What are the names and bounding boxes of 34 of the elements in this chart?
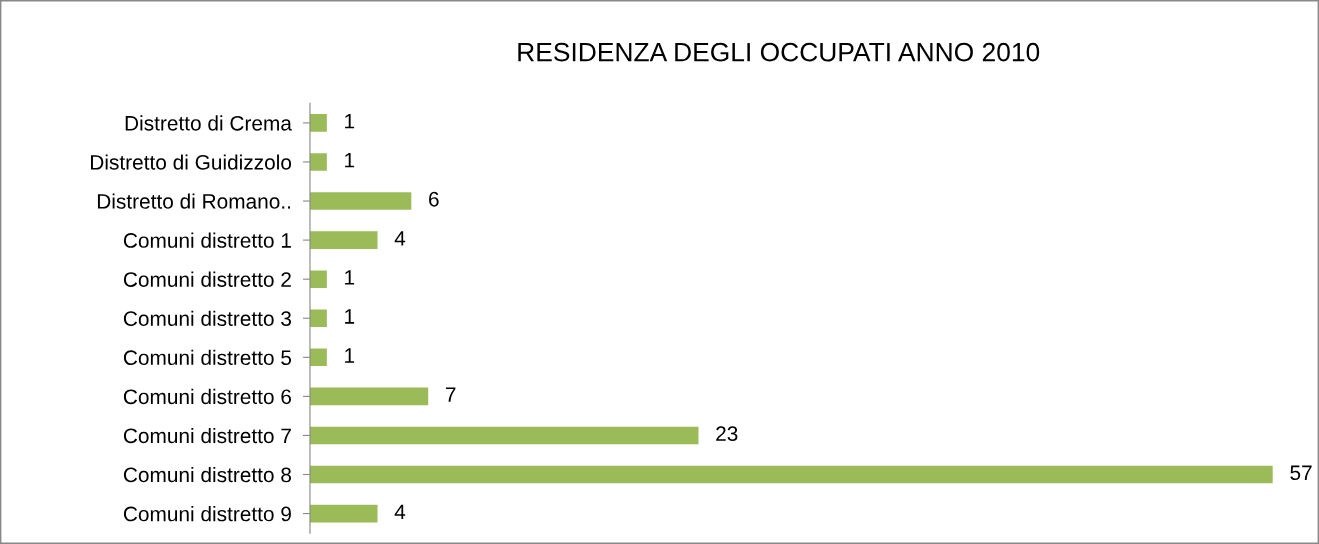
data-label: 6 xyxy=(429,191,439,207)
data-label: 1 xyxy=(345,270,355,285)
data-label: 1 xyxy=(345,348,355,363)
data-label: 57 xyxy=(1290,465,1312,481)
bar xyxy=(309,426,699,445)
y-tick-label: Comuni distretto 9 xyxy=(123,506,291,522)
bar xyxy=(309,465,1273,484)
bar xyxy=(309,504,378,523)
data-label: 1 xyxy=(345,309,355,324)
data-label: 7 xyxy=(445,387,456,402)
bar xyxy=(309,309,327,328)
bar xyxy=(309,387,429,406)
y-tick-label: Comuni distretto 3 xyxy=(123,310,291,326)
y-tick-label: Comuni distretto 8 xyxy=(123,466,292,483)
y-tick-label: Comuni distretto 1 xyxy=(123,232,291,248)
data-label: 1 xyxy=(345,113,355,129)
data-label: 4 xyxy=(394,504,406,519)
y-tick-label: Comuni distretto 5 xyxy=(123,349,292,366)
data-label: 23 xyxy=(716,426,738,442)
data-label: 4 xyxy=(394,231,406,246)
y-tick-label: Distretto di Guidizzolo xyxy=(91,154,292,170)
bar xyxy=(309,192,412,210)
data-label: 1 xyxy=(345,153,355,168)
chart-title: RESIDENZA DEGLI OCCUPATI ANNO 2010 xyxy=(518,42,1040,62)
bar xyxy=(309,348,327,367)
y-tick-label: Comuni distretto 6 xyxy=(123,388,291,405)
bar xyxy=(309,114,327,132)
bar xyxy=(309,270,327,288)
bar xyxy=(309,153,327,171)
y-tick-label: Distretto di Romano.. xyxy=(97,193,291,209)
bar xyxy=(309,231,378,249)
y-tick-label: Distretto di Crema xyxy=(125,115,292,131)
y-tick-label: Comuni distretto 7 xyxy=(123,427,291,444)
y-tick-label: Comuni distretto 2 xyxy=(123,271,291,287)
